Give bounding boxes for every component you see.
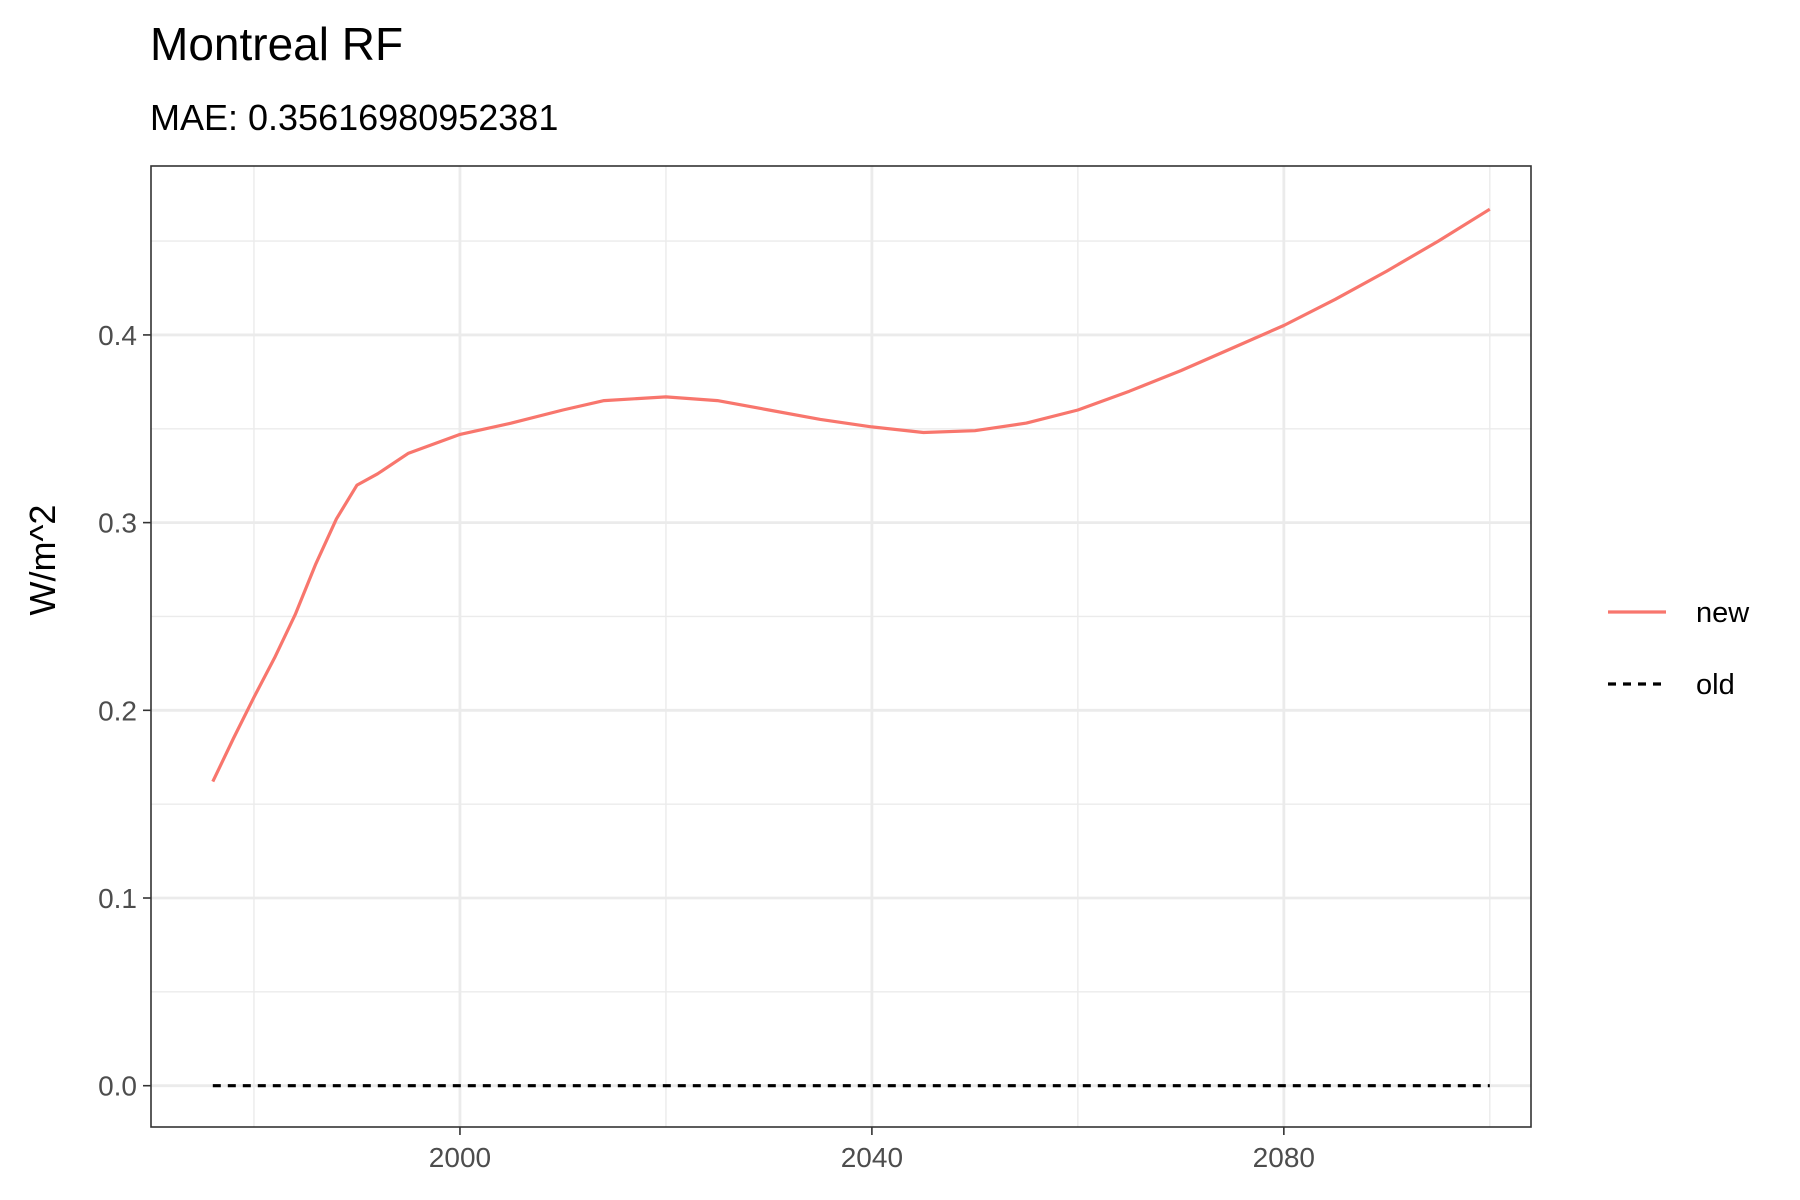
y-tick-label: 0.4: [98, 320, 137, 351]
chart-title: Montreal RF: [150, 18, 403, 70]
x-tick-label: 2000: [429, 1142, 491, 1173]
y-tick-label: 0.2: [98, 695, 137, 726]
chart-subtitle: MAE: 0.35616980952381: [150, 97, 558, 138]
y-tick-label: 0.3: [98, 508, 137, 539]
y-axis-title: W/m^2: [22, 505, 63, 616]
y-axis: 0.0 0.1 0.2 0.3 0.4: [98, 320, 151, 1102]
grid-minor: [151, 166, 1531, 1127]
x-tick-label: 2040: [841, 1142, 903, 1173]
x-axis: 2000 2040 2080: [429, 1127, 1315, 1173]
x-tick-label: 2080: [1253, 1142, 1315, 1173]
series-line-new: [211, 207, 1491, 783]
y-tick-label: 0.0: [98, 1071, 137, 1102]
series-layer: [211, 207, 1491, 1088]
legend-label-old: old: [1696, 669, 1735, 701]
legend-label-new: new: [1696, 597, 1750, 629]
y-tick-label: 0.1: [98, 883, 137, 914]
plot-border: [150, 165, 1532, 1128]
plot-panel: [151, 166, 1531, 1127]
legend: new old: [1608, 597, 1750, 701]
